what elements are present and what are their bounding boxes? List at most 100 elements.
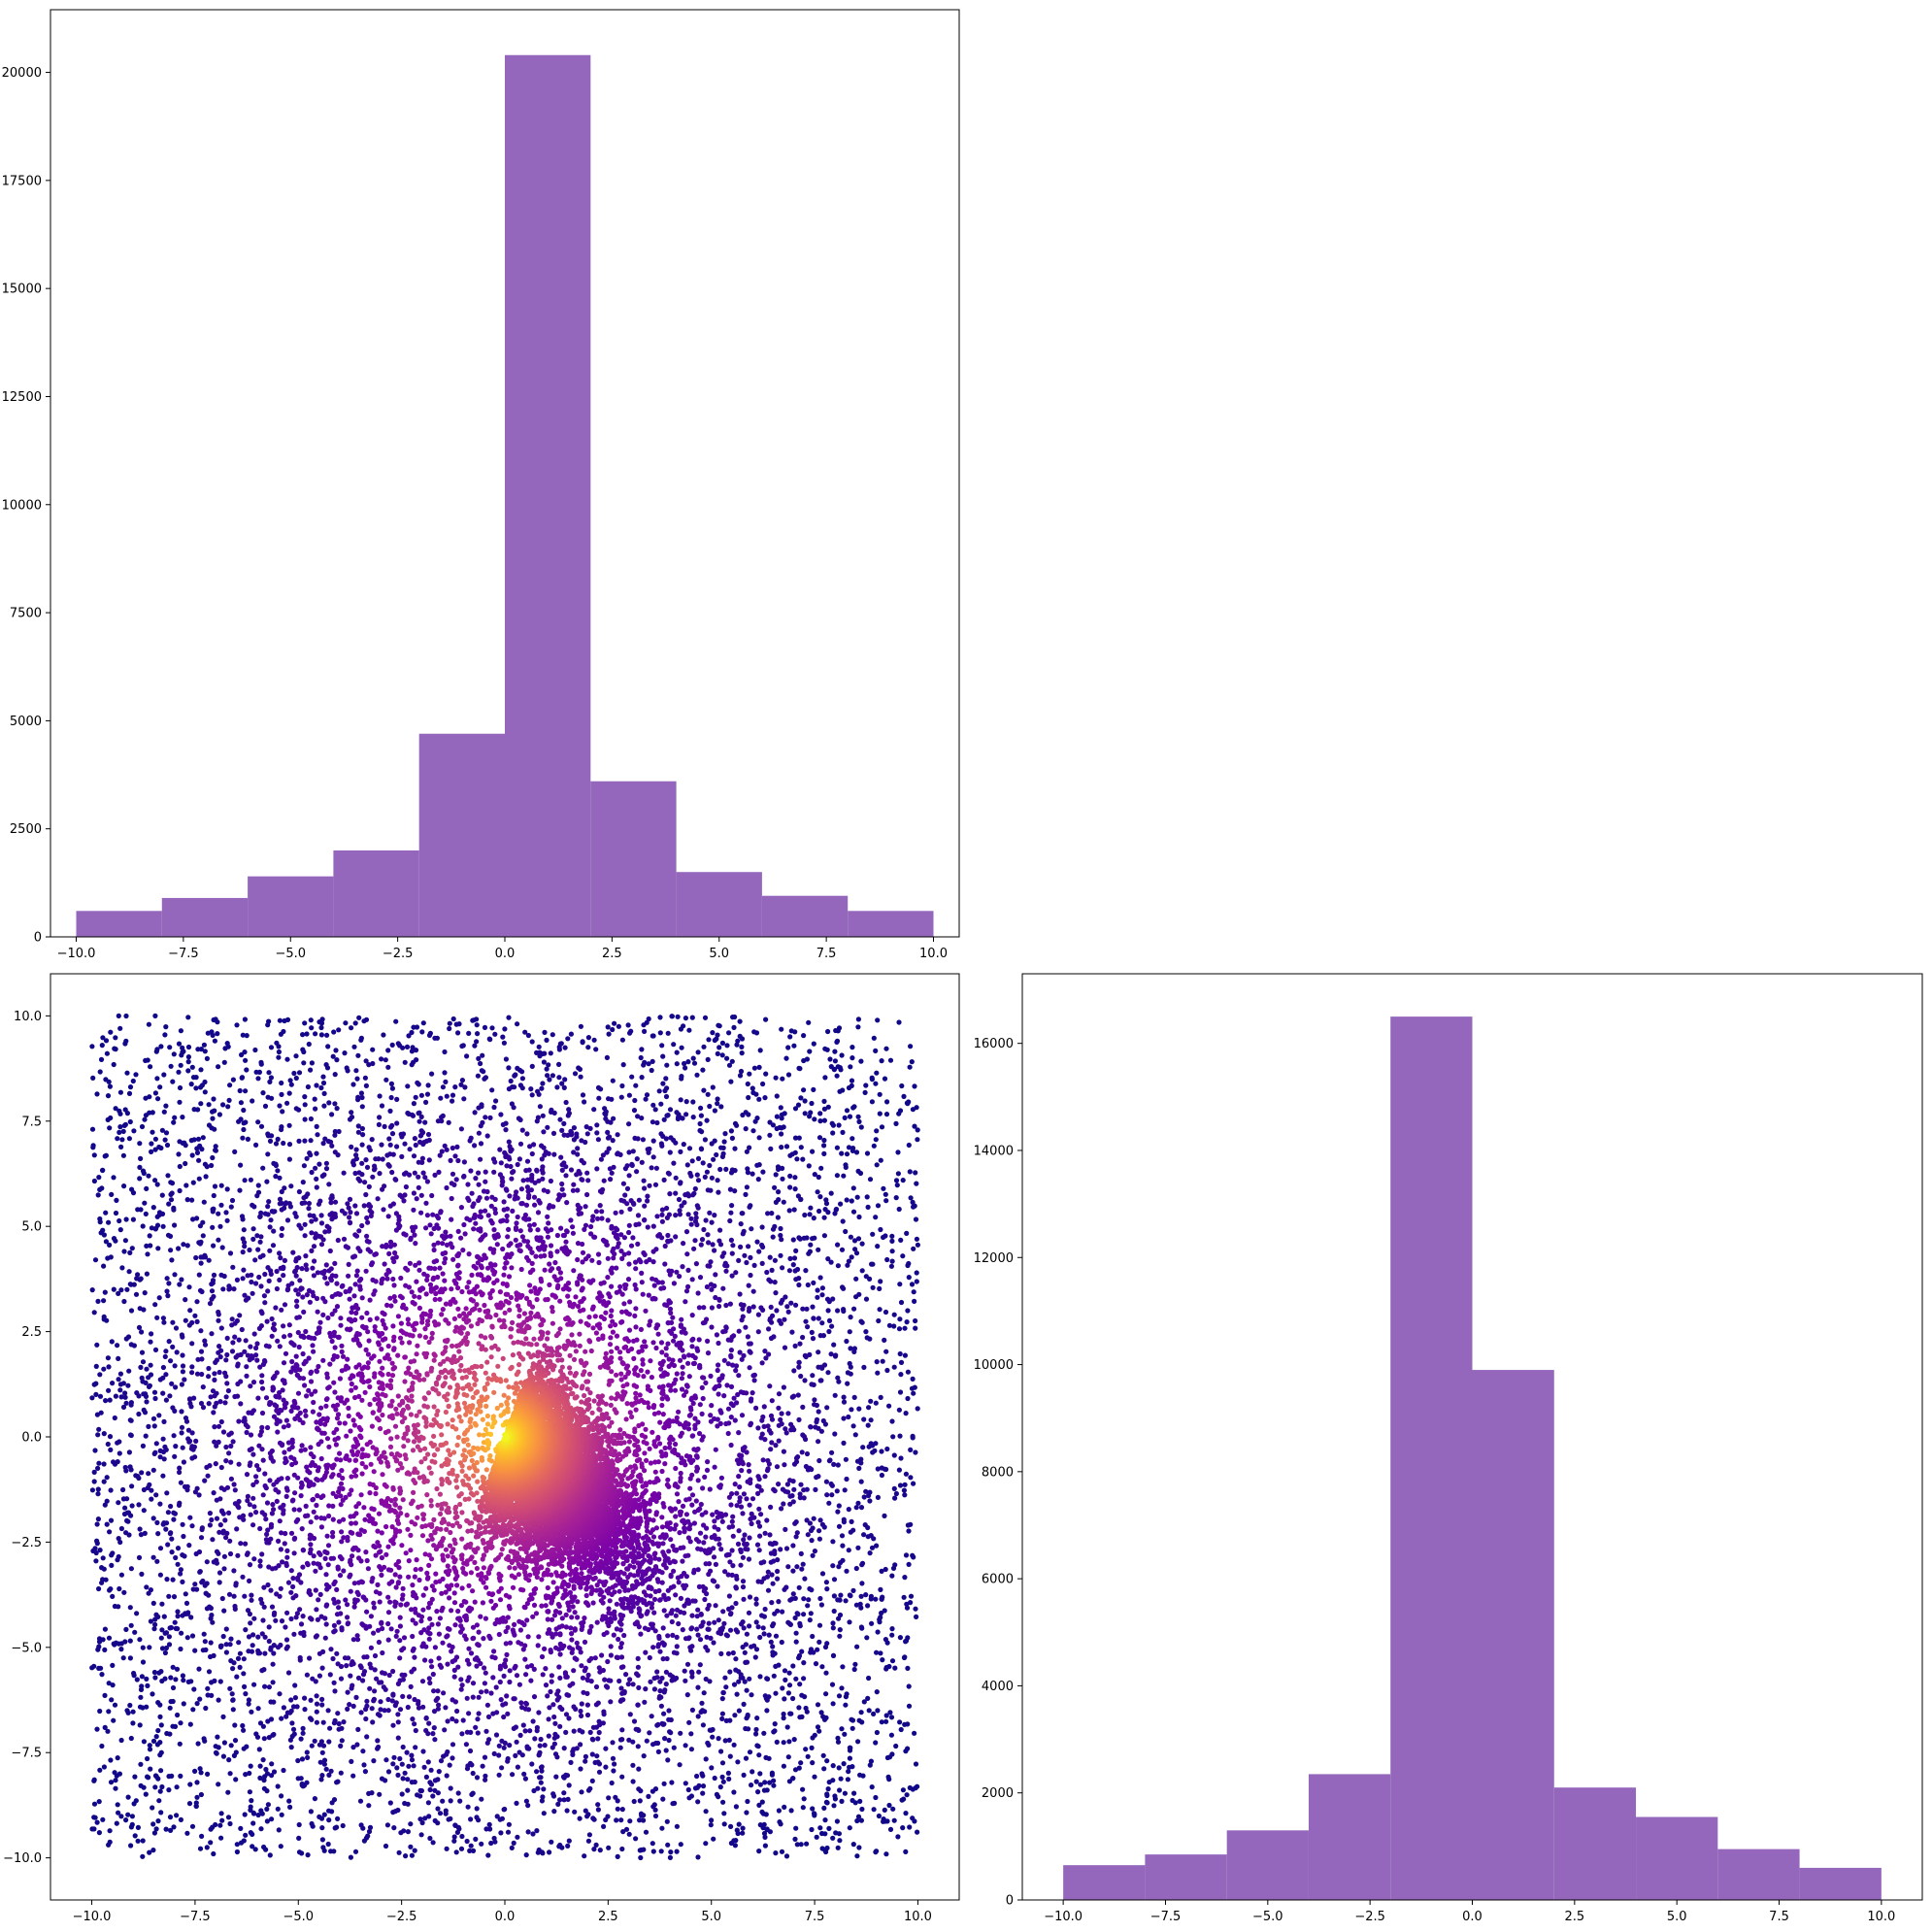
scatter-point [209, 1288, 216, 1294]
scatter-point [773, 1172, 779, 1178]
scatter-point [824, 1791, 830, 1797]
scatter-point [778, 1300, 784, 1306]
scatter-point [107, 1529, 113, 1535]
scatter-point [121, 1183, 127, 1189]
scatter-point [498, 1830, 504, 1836]
scatter-point [749, 1769, 755, 1775]
scatter-point [810, 1304, 816, 1310]
scatter-point [214, 1557, 219, 1563]
scatter-point [810, 1373, 816, 1379]
scatter-point [739, 1050, 745, 1056]
scatter-point [816, 1457, 822, 1464]
scatter-point [247, 1502, 252, 1508]
scatter-point [853, 1276, 859, 1282]
scatter-point [796, 1364, 802, 1370]
scatter-point [406, 1694, 413, 1700]
scatter-point [536, 1044, 542, 1049]
scatter-point [238, 1379, 244, 1384]
scatter-point [690, 1099, 696, 1105]
scatter-point [133, 1072, 139, 1078]
scatter-point [728, 1079, 734, 1084]
scatter-point [353, 1068, 359, 1074]
scatter-point [778, 1416, 783, 1422]
scatter-point [557, 1704, 563, 1711]
scatter-point [179, 1277, 184, 1282]
scatter-point [720, 1799, 726, 1805]
scatter-point [823, 1670, 829, 1676]
scatter-point [178, 1567, 183, 1573]
scatter-point [227, 1250, 234, 1256]
scatter-point [332, 1717, 338, 1723]
scatter-point [854, 1817, 860, 1824]
scatter-point [508, 1163, 514, 1170]
scatter-point [459, 1078, 465, 1083]
scatter-point [380, 1156, 385, 1162]
scatter-point [309, 1248, 315, 1253]
scatter-point [475, 1031, 481, 1037]
scatter-point [506, 1015, 512, 1020]
scatter-point [281, 1767, 286, 1774]
scatter-point [539, 1798, 546, 1804]
scatter-point [493, 1732, 500, 1738]
scatter-point [185, 1068, 191, 1074]
scatter-point [858, 1817, 865, 1823]
scatter-point [450, 1742, 456, 1748]
scatter-point [861, 1494, 867, 1500]
scatter-point [871, 1143, 877, 1149]
scatter-point [710, 1242, 716, 1248]
scatter-point [889, 1238, 895, 1244]
scatter-point [769, 1398, 775, 1404]
scatter-point [785, 1619, 791, 1625]
scatter-point [306, 1041, 312, 1048]
scatter-point [762, 1843, 769, 1849]
scatter-point [598, 1086, 604, 1092]
scatter-point [669, 1780, 675, 1785]
scatter-point [298, 1621, 305, 1627]
scatter-point [393, 1018, 399, 1024]
scatter-point [258, 1283, 264, 1289]
scatter-point [800, 1561, 806, 1567]
scatter-point [484, 1702, 490, 1708]
scatter-point [217, 1522, 223, 1528]
scatter-point [265, 1204, 271, 1210]
scatter-point [276, 1538, 282, 1544]
scatter-point [689, 1015, 695, 1020]
scatter-point [706, 1602, 712, 1609]
scatter-point [723, 1166, 729, 1172]
scatter-point [130, 1709, 136, 1715]
scatter-point [444, 1773, 450, 1779]
scatter-point [320, 1074, 326, 1080]
scatter-point [868, 1398, 874, 1404]
scatter-point [814, 1834, 819, 1840]
scatter-point [550, 1791, 556, 1797]
scatter-point [552, 1751, 559, 1757]
scatter-point [201, 1199, 207, 1205]
scatter-point [800, 1805, 806, 1811]
scatter-point [539, 1764, 545, 1770]
scatter-point [561, 1746, 567, 1751]
scatter-point [796, 1652, 803, 1659]
scatter-point [270, 1243, 277, 1249]
scatter-point [817, 1275, 823, 1281]
scatter-point [193, 1800, 199, 1806]
scatter-point [912, 1083, 917, 1089]
scatter-point [880, 1594, 885, 1600]
scatter-point [824, 1492, 830, 1498]
scatter-point [740, 1579, 747, 1584]
scatter-point [254, 1193, 260, 1199]
scatter-point [268, 1716, 275, 1722]
scatter-point [746, 1094, 751, 1101]
scatter-point [542, 1743, 548, 1749]
scatter-point [457, 1798, 463, 1804]
scatter-point [820, 1417, 826, 1424]
scatter-point [910, 1552, 916, 1558]
scatter-point [846, 1507, 851, 1513]
scatter-point [825, 1028, 831, 1035]
scatter-point [780, 1265, 785, 1271]
scatter-point [117, 1771, 122, 1777]
scatter-point [231, 1660, 237, 1666]
scatter-point [768, 1447, 774, 1452]
scatter-point [101, 1479, 107, 1484]
scatter-point [299, 1266, 305, 1272]
scatter-point [515, 1161, 520, 1168]
